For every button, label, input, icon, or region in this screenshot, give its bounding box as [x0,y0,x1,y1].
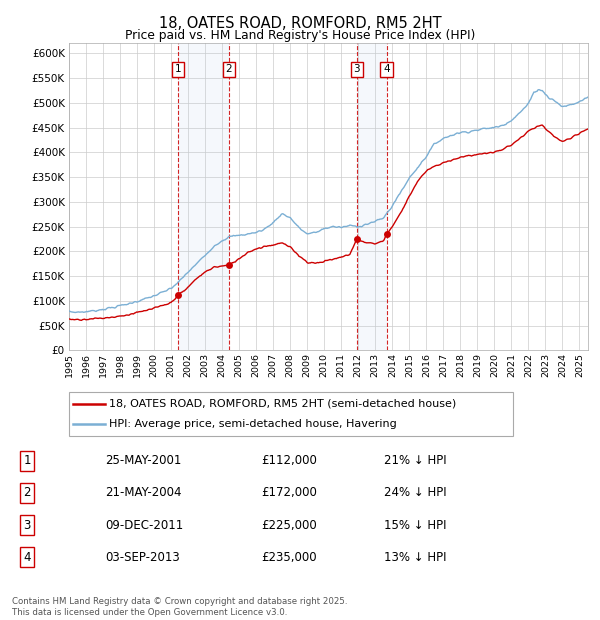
Text: 1: 1 [23,454,31,467]
Bar [178,43,229,350]
Text: £225,000: £225,000 [261,519,317,531]
Text: 21-MAY-2004: 21-MAY-2004 [105,487,182,499]
Text: 4: 4 [23,551,31,564]
Text: 1: 1 [175,64,181,74]
Text: 21% ↓ HPI: 21% ↓ HPI [384,454,446,467]
Text: 09-DEC-2011: 09-DEC-2011 [105,519,183,531]
Text: 13% ↓ HPI: 13% ↓ HPI [384,551,446,564]
Text: 03-SEP-2013: 03-SEP-2013 [105,551,180,564]
Text: Contains HM Land Registry data © Crown copyright and database right 2025.
This d: Contains HM Land Registry data © Crown c… [12,598,347,617]
Text: 4: 4 [383,64,390,74]
Text: Price paid vs. HM Land Registry's House Price Index (HPI): Price paid vs. HM Land Registry's House … [125,29,475,42]
Text: 3: 3 [23,519,31,531]
Text: 2: 2 [23,487,31,499]
Text: 2: 2 [226,64,232,74]
Text: 3: 3 [353,64,360,74]
Text: 25-MAY-2001: 25-MAY-2001 [105,454,181,467]
Text: 18, OATES ROAD, ROMFORD, RM5 2HT (semi-detached house): 18, OATES ROAD, ROMFORD, RM5 2HT (semi-d… [109,399,456,409]
Text: £112,000: £112,000 [261,454,317,467]
Text: 15% ↓ HPI: 15% ↓ HPI [384,519,446,531]
Text: 24% ↓ HPI: 24% ↓ HPI [384,487,446,499]
Text: £235,000: £235,000 [261,551,317,564]
Text: 18, OATES ROAD, ROMFORD, RM5 2HT: 18, OATES ROAD, ROMFORD, RM5 2HT [158,16,442,30]
Bar [357,43,386,350]
Text: HPI: Average price, semi-detached house, Havering: HPI: Average price, semi-detached house,… [109,419,397,430]
Text: £172,000: £172,000 [261,487,317,499]
